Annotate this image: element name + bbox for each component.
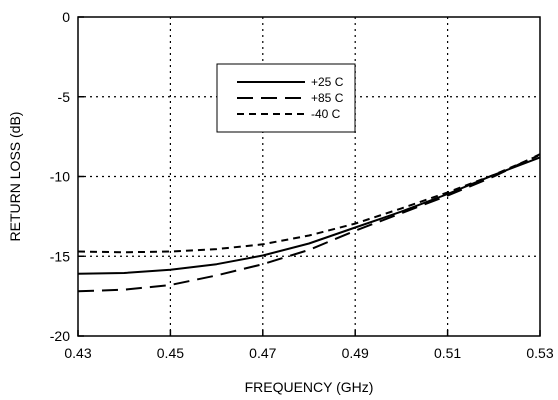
series-line	[77, 153, 541, 293]
grid-lines	[78, 17, 540, 336]
x-tick-label: 0.53	[526, 345, 553, 361]
tick-labels: 0.43 0.45 0.47 0.49 0.51 0.53 -20 -15 -10 -5 0	[50, 9, 554, 361]
legend: +25 C +85 C -40 C	[216, 63, 356, 133]
y-tick-label: -15	[50, 248, 70, 264]
y-tick-label: -10	[50, 169, 70, 185]
x-tick-label: 0.47	[249, 345, 276, 361]
y-axis-title: RETURN LOSS (dB)	[7, 112, 23, 242]
axis-ticks	[77, 16, 541, 337]
series-line	[77, 154, 541, 254]
x-axis-title: FREQUENCY (GHz)	[245, 379, 374, 395]
x-tick-label: 0.51	[434, 345, 461, 361]
x-tick-label: 0.49	[342, 345, 369, 361]
y-tick-label: 0	[62, 9, 70, 25]
legend-label: -40 C	[311, 107, 341, 121]
series-line	[77, 156, 541, 275]
series-lines	[77, 153, 541, 293]
x-tick-label: 0.43	[64, 345, 91, 361]
y-tick-label: -20	[50, 328, 70, 344]
x-tick-label: 0.45	[157, 345, 184, 361]
legend-label: +85 C	[311, 91, 344, 105]
legend-label: +25 C	[311, 75, 344, 89]
y-tick-label: -5	[58, 89, 71, 105]
